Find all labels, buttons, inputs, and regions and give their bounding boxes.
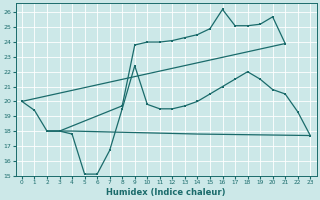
X-axis label: Humidex (Indice chaleur): Humidex (Indice chaleur) [106, 188, 226, 197]
